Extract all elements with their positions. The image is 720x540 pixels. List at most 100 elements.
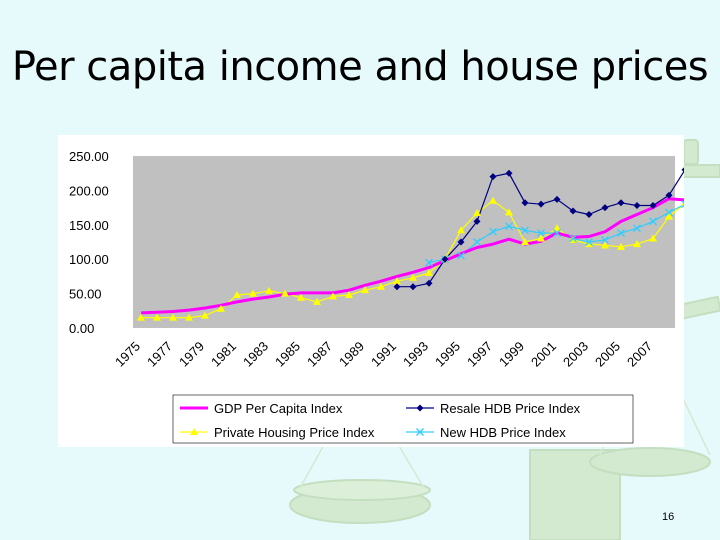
data-point <box>633 240 641 248</box>
legend-label: Resale HDB Price Index <box>440 401 581 416</box>
data-point <box>457 251 465 260</box>
data-point <box>553 229 561 238</box>
x-tick-label: 1987 <box>304 339 335 370</box>
y-tick-label: 0.00 <box>69 321 94 336</box>
x-tick-label: 1989 <box>336 339 367 370</box>
data-point <box>553 195 561 203</box>
slide-title: Per capita income and house prices <box>11 44 709 90</box>
page-number: 16 <box>662 511 675 523</box>
x-tick-label: 1995 <box>432 339 463 370</box>
data-point <box>457 226 465 234</box>
data-point <box>569 234 577 243</box>
x-tick-label: 1981 <box>208 339 239 370</box>
data-point <box>137 313 145 321</box>
data-point <box>473 217 481 225</box>
data-point <box>601 204 609 212</box>
data-point <box>377 282 385 290</box>
data-point <box>425 258 433 267</box>
data-point <box>585 238 593 246</box>
data-point <box>489 196 497 204</box>
data-point <box>489 173 497 181</box>
x-tick-label: 2003 <box>560 339 591 370</box>
data-point <box>345 290 353 298</box>
data-point <box>521 199 529 207</box>
data-point <box>457 238 465 246</box>
data-point <box>537 229 545 238</box>
data-point <box>217 304 225 312</box>
data-point <box>665 208 673 217</box>
data-point <box>249 289 257 297</box>
data-point <box>473 238 481 246</box>
data-point <box>393 277 401 285</box>
data-point <box>185 313 193 321</box>
data-point <box>169 313 177 321</box>
data-point <box>233 290 241 298</box>
data-point <box>297 293 305 301</box>
data-point <box>617 229 625 238</box>
y-tick-label: 100.00 <box>69 252 109 267</box>
data-point <box>665 191 673 199</box>
x-tick-label: 1997 <box>464 339 495 370</box>
data-point <box>505 208 513 216</box>
data-point <box>361 286 369 294</box>
x-tick-label: 1983 <box>240 339 271 370</box>
legend-marker <box>416 428 424 436</box>
legend-marker <box>190 428 198 435</box>
data-point <box>409 283 417 291</box>
chart-container: 0.00 50.00 100.00 150.00 200.00 250.00 1975 19… <box>58 135 689 447</box>
data-point <box>617 242 625 250</box>
x-tick-label: 1999 <box>496 339 527 370</box>
legend-label: GDP Per Capita Index <box>214 401 343 416</box>
x-tick-label: 1975 <box>112 339 143 370</box>
legend-label: Private Housing Price Index <box>214 425 375 440</box>
y-tick-label: 200.00 <box>69 183 109 198</box>
plot-area <box>133 156 675 328</box>
y-tick-label: 150.00 <box>69 218 109 233</box>
data-point <box>441 255 449 263</box>
series-line-0 <box>140 197 686 315</box>
data-point <box>281 289 289 297</box>
data-point <box>601 241 609 249</box>
data-point <box>617 199 625 207</box>
x-tick-label: 1979 <box>176 339 207 370</box>
data-point <box>505 222 513 231</box>
data-point <box>473 209 481 217</box>
x-tick-label: 2005 <box>592 339 623 370</box>
x-tick-label: 2007 <box>624 339 655 370</box>
data-point <box>409 273 417 281</box>
data-point <box>537 200 545 208</box>
y-tick-label: 50.00 <box>69 287 102 302</box>
data-point <box>665 212 673 220</box>
x-tick-label: 2001 <box>528 339 559 370</box>
data-point <box>425 268 433 276</box>
data-point <box>569 207 577 215</box>
data-point <box>633 224 641 233</box>
data-point <box>649 217 657 226</box>
legend-box <box>172 394 634 444</box>
data-point <box>521 238 529 245</box>
y-tick-label: 250.00 <box>69 149 109 164</box>
legend-marker <box>416 404 424 412</box>
data-point <box>393 283 401 291</box>
data-point <box>201 311 209 319</box>
data-point <box>537 234 545 242</box>
data-point <box>489 227 497 236</box>
data-point <box>601 235 609 244</box>
x-tick-label: 1985 <box>272 339 303 370</box>
data-point <box>329 292 337 300</box>
data-point <box>649 202 657 210</box>
data-point <box>521 226 529 235</box>
legend-label: New HDB Price Index <box>440 425 566 440</box>
data-point <box>265 286 273 294</box>
data-point <box>153 313 161 321</box>
data-point <box>505 169 513 177</box>
data-point <box>649 234 657 242</box>
x-tick-label: 1993 <box>400 339 431 370</box>
data-point <box>585 210 593 218</box>
x-tick-label: 1991 <box>368 339 399 370</box>
data-point <box>585 240 593 248</box>
data-point <box>313 297 321 305</box>
x-tick-label: 1977 <box>144 339 175 370</box>
data-point <box>633 202 641 210</box>
